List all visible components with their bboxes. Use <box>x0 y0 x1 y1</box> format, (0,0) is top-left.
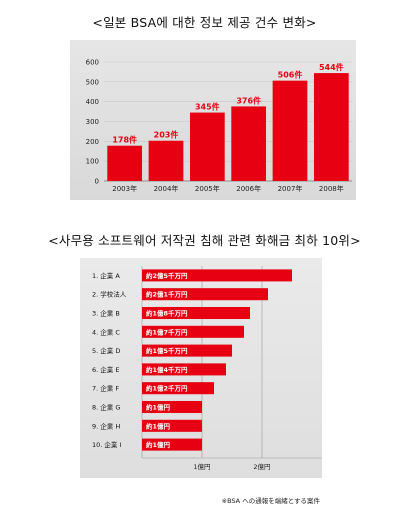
bar <box>142 269 292 282</box>
data-label: 約1億7千万円 <box>146 327 188 336</box>
y-tick-label: 400 <box>86 98 99 106</box>
data-label: 約1億円 <box>146 421 171 430</box>
bar <box>107 145 143 181</box>
bar <box>142 306 250 320</box>
data-label: 約1億2千万円 <box>146 384 188 393</box>
bar <box>313 73 349 181</box>
y-tick-label: 200 <box>86 138 99 146</box>
bar <box>142 325 244 338</box>
data-label: 約1億円 <box>146 403 171 412</box>
bar <box>272 80 308 181</box>
bar <box>189 112 225 181</box>
y-tick-label: 100 <box>86 158 99 166</box>
data-label: 506件 <box>278 70 303 80</box>
data-label: 約1億5千万円 <box>146 346 188 355</box>
x-tick-label: 2006年 <box>236 184 261 193</box>
data-label: 約2億1千万円 <box>146 290 188 299</box>
category-label: 3. 企業 B <box>92 309 120 318</box>
x-tick-label: 2億円 <box>253 462 270 471</box>
x-tick-label: 1億円 <box>193 462 210 471</box>
bar <box>142 363 226 376</box>
bottom-bar-chart: 1億円 2億円 約2億5千万円 1. 企業 A 約2億1千万円 2. 学校法人約1億8千万… <box>92 266 322 471</box>
top-chart-title: <일본 BSA에 대한 정보 제공 건수 변화> <box>92 15 317 30</box>
category-label: 10. 企業 I <box>92 440 121 449</box>
data-label: 345件 <box>195 102 220 112</box>
data-label: 約1億4千万円 <box>146 365 188 374</box>
bar <box>142 419 202 432</box>
data-label: 544件 <box>319 62 344 72</box>
category-label: 2. 学校法人 <box>92 290 127 299</box>
category-label: 9. 企業 H <box>92 421 120 430</box>
category-label: 8. 企業 G <box>92 403 120 412</box>
y-tick-label: 0 <box>95 178 99 186</box>
data-label: 376件 <box>236 95 261 105</box>
bar <box>142 400 202 414</box>
bottom-chart-panel: 1億円 2億円 約2億5千万円 1. 企業 A 約2億1千万円 2. 学校法人約1億8千万… <box>80 258 322 478</box>
top-bar-chart: 0 100 200 300 400 500 600 178件 2003年 203件 2004年 345… <box>86 59 352 193</box>
category-label: 6. 企業 E <box>92 365 119 374</box>
category-label: 7. 企業 F <box>92 384 119 393</box>
bar <box>142 438 202 451</box>
x-tick-label: 2005年 <box>195 184 220 193</box>
bottom-chart-title: <사무용 소프트웨어 저작권 침해 관련 화해금 최하 10위> <box>48 233 361 248</box>
bar <box>148 140 184 181</box>
data-label: 203件 <box>154 130 179 140</box>
bar <box>142 382 214 395</box>
data-label: 約1億円 <box>146 440 171 449</box>
footnote: ※BSA への通報を端緒とする案件 <box>221 497 320 505</box>
category-label: 1. 企業 A <box>92 271 120 280</box>
bar <box>142 288 268 301</box>
x-tick-label: 2008年 <box>319 184 344 193</box>
category-label: 5. 企業 D <box>92 346 120 355</box>
data-label: 約1億8千万円 <box>146 309 188 318</box>
data-label: 約2億5千万円 <box>146 271 188 280</box>
bar <box>231 106 267 181</box>
category-label: 4. 企業 C <box>92 327 120 336</box>
x-tick-label: 2007年 <box>278 184 303 193</box>
data-label: 178件 <box>112 135 137 145</box>
y-tick-label: 600 <box>86 59 99 67</box>
x-tick-label: 2003年 <box>112 184 137 193</box>
top-chart-panel: 0 100 200 300 400 500 600 178件 2003年 203件 2004年 345… <box>70 40 356 200</box>
x-tick-label: 2004年 <box>154 184 179 193</box>
bar <box>142 344 232 357</box>
y-tick-label: 300 <box>86 118 99 126</box>
y-tick-label: 500 <box>86 78 99 86</box>
